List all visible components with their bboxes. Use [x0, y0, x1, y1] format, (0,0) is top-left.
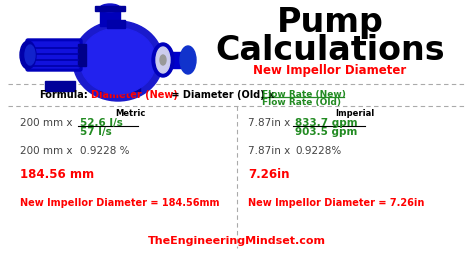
- Text: 0.9228 %: 0.9228 %: [80, 146, 129, 156]
- Text: Flow Rate (Old): Flow Rate (Old): [262, 98, 341, 107]
- Text: 7.87in x: 7.87in x: [248, 118, 290, 128]
- Text: Pump: Pump: [276, 6, 383, 39]
- Text: Calculations: Calculations: [215, 34, 445, 67]
- Text: 57 l/s: 57 l/s: [80, 127, 112, 137]
- Text: Imperial: Imperial: [336, 109, 374, 118]
- Ellipse shape: [160, 55, 166, 65]
- Text: 200 mm x: 200 mm x: [20, 146, 73, 156]
- Ellipse shape: [156, 47, 170, 73]
- Ellipse shape: [100, 4, 120, 12]
- Ellipse shape: [20, 41, 36, 69]
- Text: New Impellor Diameter = 7.26in: New Impellor Diameter = 7.26in: [248, 198, 424, 208]
- FancyBboxPatch shape: [26, 39, 82, 71]
- Text: Flow Rate (New): Flow Rate (New): [262, 90, 346, 99]
- Text: New Impellor Diameter = 184.56mm: New Impellor Diameter = 184.56mm: [20, 198, 219, 208]
- Text: TheEngineeringMindset.com: TheEngineeringMindset.com: [148, 236, 326, 246]
- Text: Diameter (New): Diameter (New): [91, 90, 178, 100]
- Text: 52.6 l/s: 52.6 l/s: [80, 118, 123, 128]
- Bar: [78, 44, 86, 66]
- Bar: [100, 81, 140, 91]
- Ellipse shape: [25, 45, 35, 65]
- Text: 7.87in x: 7.87in x: [248, 146, 290, 156]
- Text: 903.5 gpm: 903.5 gpm: [295, 127, 357, 137]
- FancyBboxPatch shape: [29, 42, 79, 68]
- Text: Formula:: Formula:: [39, 90, 88, 100]
- Text: 7.26in: 7.26in: [248, 168, 290, 181]
- Ellipse shape: [73, 21, 163, 101]
- Bar: [150, 52, 188, 68]
- Text: 200 mm x: 200 mm x: [20, 118, 73, 128]
- Ellipse shape: [80, 28, 156, 94]
- Text: = Diameter (Old) x: = Diameter (Old) x: [168, 90, 274, 100]
- Text: 833.7 gpm: 833.7 gpm: [295, 118, 357, 128]
- Bar: [100, 6, 120, 26]
- Text: New Impellor Diameter: New Impellor Diameter: [254, 64, 407, 77]
- Bar: [107, 20, 125, 28]
- Ellipse shape: [180, 46, 196, 74]
- Text: Metric: Metric: [115, 109, 145, 118]
- Bar: [45, 81, 75, 91]
- Text: 0.9228%: 0.9228%: [295, 146, 341, 156]
- Ellipse shape: [152, 43, 174, 77]
- Text: 184.56 mm: 184.56 mm: [20, 168, 94, 181]
- Bar: [95, 6, 125, 11]
